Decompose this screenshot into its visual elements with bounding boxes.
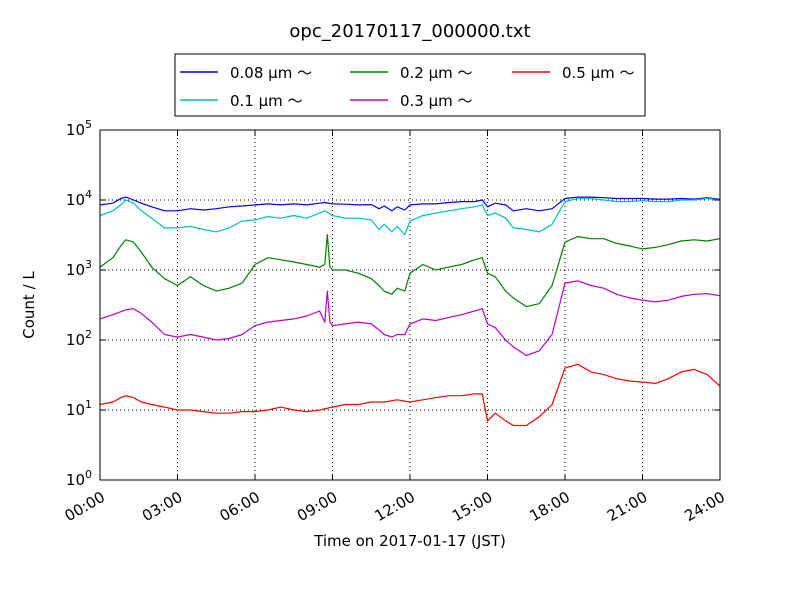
y-tick-exponent: 1 xyxy=(85,398,92,411)
y-tick-label: 102 xyxy=(66,328,92,349)
legend-label-2: 0.2 μm ～ xyxy=(400,64,473,82)
legend: 0.08 μm ～ 0.1 μm ～ 0.2 μm ～ 0.3 μm ～ 0.5 μm … xyxy=(174,53,646,117)
y-tick-base: 10 xyxy=(66,261,85,279)
legend-label-1: 0.1 μm ～ xyxy=(230,92,303,110)
series-layer xyxy=(99,196,721,427)
y-tick-exponent: 4 xyxy=(85,188,92,201)
series-line-0 xyxy=(99,196,721,212)
series-line-1 xyxy=(99,197,721,236)
x-axis-label: Time on 2017-01-17 (JST) xyxy=(313,532,506,550)
y-tick-label: 101 xyxy=(66,398,92,419)
y-tick-exponent: 3 xyxy=(85,258,92,271)
x-tick-label: 15:00 xyxy=(449,488,495,525)
series-line-2 xyxy=(99,234,721,308)
y-tick-label: 104 xyxy=(66,188,92,209)
x-tick-label: 18:00 xyxy=(527,488,573,525)
y-tick-base: 10 xyxy=(66,401,85,419)
x-tick-label: 12:00 xyxy=(372,488,418,525)
y-axis-label: Count / L xyxy=(20,271,38,339)
y-tick-base: 10 xyxy=(66,331,85,349)
y-tick-base: 10 xyxy=(66,121,85,139)
legend-box xyxy=(174,53,646,117)
y-tick-label: 100 xyxy=(66,468,92,489)
y-tick-exponent: 2 xyxy=(85,328,92,341)
y-tick-label: 103 xyxy=(66,258,92,279)
x-tick-label: 00:00 xyxy=(62,488,108,525)
x-tick-label: 09:00 xyxy=(294,488,340,525)
y-tick-exponent: 5 xyxy=(85,118,92,131)
grid xyxy=(100,130,720,480)
x-tick-label: 03:00 xyxy=(139,488,185,525)
ticks: 00:00 03:00 06:00 09:00 12:00 15:00 18:00 21:00… xyxy=(62,118,728,525)
series-line-4 xyxy=(99,363,721,427)
y-tick-label: 105 xyxy=(66,118,92,139)
series-line-3 xyxy=(99,280,721,357)
x-tick-label: 21:00 xyxy=(604,488,650,525)
legend-label-4: 0.5 μm ～ xyxy=(562,64,635,82)
x-tick-label: 06:00 xyxy=(217,488,263,525)
legend-label-0: 0.08 μm ～ xyxy=(230,64,312,82)
x-tick-label: 24:00 xyxy=(682,488,728,525)
y-tick-exponent: 0 xyxy=(85,468,92,481)
legend-label-3: 0.3 μm ～ xyxy=(400,92,473,110)
y-tick-base: 10 xyxy=(66,191,85,209)
y-tick-base: 10 xyxy=(66,471,85,489)
chart-title: opc_20170117_000000.txt xyxy=(289,21,530,42)
